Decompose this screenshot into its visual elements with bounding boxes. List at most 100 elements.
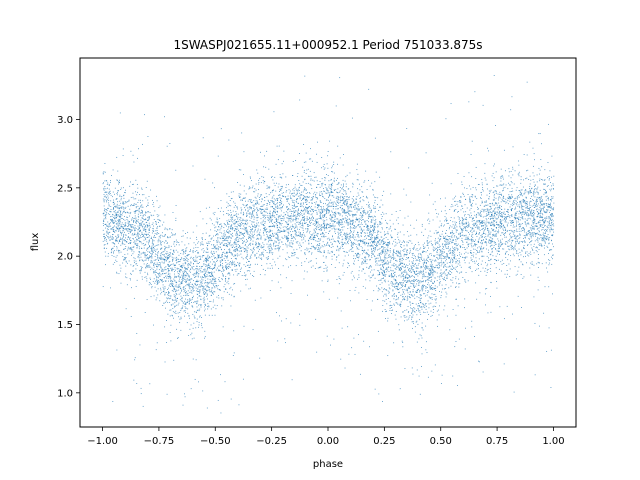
data-point [233, 250, 235, 252]
data-point [375, 245, 376, 246]
data-point [252, 226, 254, 227]
data-point [222, 233, 224, 235]
data-point [460, 201, 462, 203]
data-point [465, 272, 467, 273]
data-point [351, 236, 353, 238]
data-point [170, 280, 172, 282]
data-point [406, 289, 408, 291]
data-point [472, 228, 474, 229]
data-point [225, 278, 227, 280]
data-point [518, 242, 520, 244]
data-point [454, 243, 456, 245]
data-point [214, 230, 216, 232]
data-point [454, 287, 456, 288]
data-point [200, 267, 202, 269]
data-point [120, 187, 122, 189]
data-point [343, 211, 345, 213]
data-point [169, 253, 171, 255]
data-point [266, 234, 268, 235]
data-point [104, 195, 106, 197]
data-point [493, 246, 495, 248]
data-point [390, 304, 392, 306]
data-point [361, 235, 363, 237]
data-point [164, 248, 166, 250]
data-point [270, 220, 272, 222]
data-point [382, 401, 383, 402]
data-point [489, 211, 491, 213]
data-point [153, 206, 155, 208]
data-point [471, 235, 473, 237]
data-point [240, 250, 242, 251]
data-point [141, 267, 143, 268]
data-point [417, 256, 419, 258]
data-point [538, 234, 540, 235]
data-point [439, 262, 441, 264]
data-point [362, 196, 364, 197]
data-point [211, 256, 213, 258]
data-point [429, 275, 431, 276]
data-point [428, 272, 430, 274]
data-point [218, 255, 220, 256]
data-point [423, 246, 424, 248]
data-point [314, 210, 316, 211]
data-point [319, 249, 321, 251]
data-point [134, 242, 136, 244]
data-point [512, 248, 514, 250]
data-point [455, 298, 457, 300]
data-point [527, 222, 528, 224]
data-point [245, 231, 247, 233]
data-point [146, 249, 147, 251]
data-point [266, 196, 268, 198]
data-point [469, 233, 470, 235]
data-point [148, 284, 150, 286]
data-point [256, 203, 258, 204]
data-point [358, 292, 360, 294]
data-point [498, 207, 500, 209]
data-point [118, 224, 120, 226]
data-point [277, 197, 279, 199]
data-point [127, 220, 129, 222]
data-point [261, 257, 263, 259]
data-point [351, 210, 353, 212]
data-point [384, 241, 386, 243]
data-point [425, 271, 427, 273]
data-point [530, 211, 532, 213]
data-point [205, 288, 206, 290]
data-point [539, 189, 541, 191]
data-point [409, 297, 411, 299]
data-point [172, 233, 174, 235]
data-point [277, 219, 279, 221]
data-point [211, 275, 213, 277]
data-point [353, 224, 355, 226]
data-point [460, 271, 462, 273]
data-point [211, 259, 213, 261]
data-point [131, 184, 133, 185]
data-point [406, 250, 407, 252]
data-point [314, 247, 315, 249]
data-point [367, 206, 369, 208]
data-point [133, 220, 135, 222]
data-point [228, 226, 230, 227]
data-point [511, 240, 513, 242]
data-point [228, 283, 230, 285]
data-point [112, 214, 114, 216]
data-point [485, 179, 487, 181]
data-point [497, 248, 499, 250]
data-point [519, 251, 521, 253]
data-point [344, 251, 345, 253]
data-point [537, 237, 539, 239]
data-point [188, 243, 190, 245]
data-point [280, 218, 282, 220]
data-point [538, 244, 540, 246]
data-point [401, 241, 403, 243]
data-point [301, 194, 303, 196]
data-point [310, 214, 312, 216]
data-point [374, 199, 376, 201]
data-point [398, 324, 400, 326]
data-point [404, 276, 406, 278]
data-point [310, 178, 312, 180]
data-point [489, 236, 491, 238]
data-point [135, 220, 137, 222]
data-point [171, 290, 173, 291]
data-point [452, 247, 454, 249]
